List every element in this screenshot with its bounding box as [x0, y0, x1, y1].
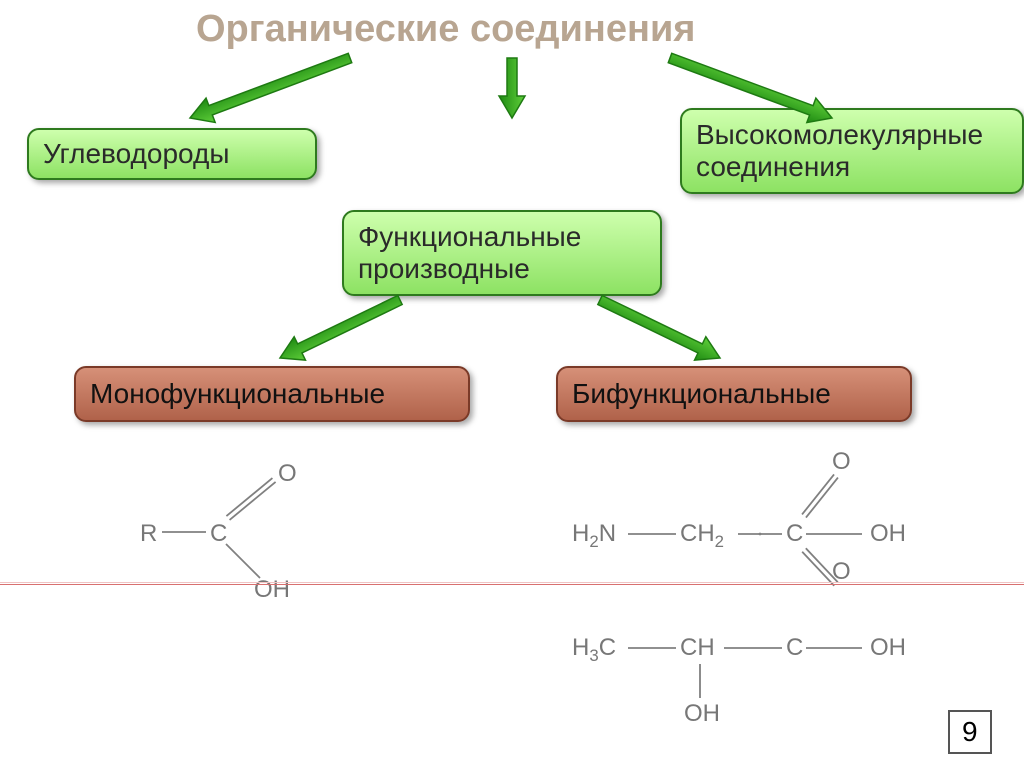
chem-atom-label: C — [210, 520, 227, 548]
box-line1: Функциональные — [358, 221, 646, 253]
box-functional: Функциональныепроизводные — [342, 210, 662, 296]
chem-atom-label: OH — [870, 634, 906, 662]
chem-atom-label: O — [278, 460, 297, 488]
box-label: Монофункциональные — [90, 378, 454, 410]
box-line2: производные — [358, 253, 646, 285]
arrow — [499, 58, 525, 118]
chem-atom-label: H3C — [572, 634, 616, 666]
box-highmol: Высокомолекулярныесоединения — [680, 108, 1024, 194]
decor-line — [0, 584, 1024, 585]
arrow — [185, 46, 354, 130]
chem-atom-label: OH — [254, 576, 290, 604]
chem-atom-label: C — [786, 634, 803, 662]
decor-line — [0, 582, 1024, 583]
box-hydrocarbons: Углеводороды — [27, 128, 317, 180]
chem-atom-label: O — [832, 448, 851, 476]
main-title: Органические соединения — [196, 8, 695, 51]
box-mono: Монофункциональные — [74, 366, 470, 422]
box-label: Углеводороды — [43, 138, 301, 170]
chem-atom-label: CH — [680, 634, 715, 662]
page-number: 9 — [948, 710, 992, 754]
box-bi: Бифункциональные — [556, 366, 912, 422]
arrow — [594, 288, 725, 369]
arrow — [274, 288, 405, 369]
chem-atom-label: CH2 — [680, 520, 724, 552]
chem-atom-label: H2N — [572, 520, 616, 552]
chem-atom-label: R — [140, 520, 157, 548]
chem-atom-label: OH — [870, 520, 906, 548]
chem-atom-label: C — [786, 520, 803, 548]
box-line1: Высокомолекулярные — [696, 119, 1008, 151]
box-line2: соединения — [696, 151, 1008, 183]
chem-atom-label: OH — [684, 700, 720, 728]
box-label: Бифункциональные — [572, 378, 896, 410]
